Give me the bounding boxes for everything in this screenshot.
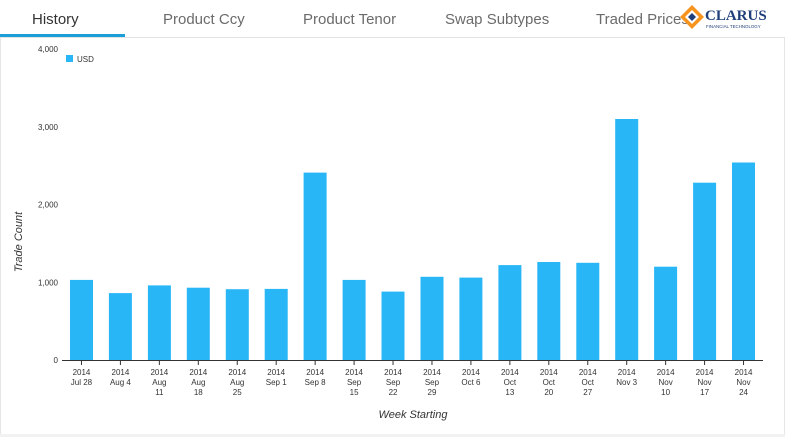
bar xyxy=(693,182,717,360)
x-axis: 2014 Jul 28 2014 Aug 4 2014 Aug 11 2014 Aug 18 201… xyxy=(62,360,763,397)
x-tick-label: 2014 Sep 1 xyxy=(266,368,287,387)
y-tick-label: 1,000 xyxy=(38,278,59,287)
x-tick-label: 2014 Oct 20 xyxy=(540,368,558,397)
tab-product-tenor[interactable]: Product Tenor xyxy=(303,11,397,28)
logo-tagline: FINANCIAL TECHNOLOGY xyxy=(706,24,761,29)
bar xyxy=(264,288,288,360)
bar xyxy=(147,285,171,360)
x-tick-label: 2014 Aug 25 xyxy=(228,368,246,397)
tab-traded-prices[interactable]: Traded Prices xyxy=(596,11,689,28)
x-tick-label: 2014 Nov 24 xyxy=(735,368,753,397)
active-tab-indicator xyxy=(0,34,125,37)
logo-diamond-icon xyxy=(680,5,704,29)
bar xyxy=(498,265,522,360)
bar xyxy=(576,262,600,360)
tab-bar: History Product Ccy Product Tenor Swap S… xyxy=(0,0,785,38)
bar xyxy=(186,287,210,360)
tab-product-ccy[interactable]: Product Ccy xyxy=(163,11,245,28)
x-tick-label: 2014 Nov 10 xyxy=(657,368,675,397)
x-tick-label: 2014 Aug 18 xyxy=(189,368,207,397)
bar xyxy=(459,277,483,360)
bottom-border xyxy=(0,434,785,437)
bar xyxy=(381,291,405,360)
y-axis: 0 1,000 2,000 3,000 4,000 xyxy=(38,45,59,365)
legend-label-usd: USD xyxy=(77,55,94,64)
x-tick-label: 2014 Sep 29 xyxy=(423,368,441,397)
bar xyxy=(225,289,249,360)
bar xyxy=(732,162,755,360)
x-tick-label: 2014 Jul 28 xyxy=(71,368,93,387)
y-tick-label: 4,000 xyxy=(38,45,59,54)
bar xyxy=(108,293,132,360)
y-tick-label: 2,000 xyxy=(38,201,59,210)
x-tick-label: 2014 Sep 22 xyxy=(384,368,402,397)
bar xyxy=(342,279,366,360)
logo-wordmark: CLARUS xyxy=(705,8,767,24)
bar xyxy=(537,262,561,360)
x-tick-label: 2014 Oct 27 xyxy=(579,368,597,397)
tab-swap-subtypes[interactable]: Swap Subtypes xyxy=(445,11,550,28)
x-tick-label: 2014 Oct 6 xyxy=(461,368,481,387)
tab-bar-divider xyxy=(0,37,785,38)
x-tick-label: 2014 Aug 11 xyxy=(150,368,168,397)
legend: USD xyxy=(66,55,94,64)
bar xyxy=(303,172,327,360)
x-tick-label: 2014 Nov 3 xyxy=(616,368,637,387)
chart-panel xyxy=(0,38,785,435)
bar xyxy=(420,276,444,360)
tab-history[interactable]: History xyxy=(32,11,79,28)
x-tick-label: 2014 Sep 15 xyxy=(345,368,363,397)
bar-series-usd xyxy=(70,119,755,360)
trade-count-bar-chart: 0 1,000 2,000 3,000 4,000 2014 Jul 28 2014 Aug … xyxy=(13,45,763,421)
x-tick-label: 2014 Oct 13 xyxy=(501,368,519,397)
y-tick-label: 3,000 xyxy=(38,123,59,132)
x-axis-title: Week Starting xyxy=(379,409,449,421)
bar xyxy=(615,119,639,360)
bar xyxy=(70,279,93,360)
y-axis-title: Trade Count xyxy=(13,211,25,272)
x-tick-label: 2014 Nov 17 xyxy=(696,368,714,397)
y-tick-label: 0 xyxy=(54,356,59,365)
x-tick-label: 2014 Aug 4 xyxy=(110,368,131,387)
clarus-logo: CLARUS FINANCIAL TECHNOLOGY xyxy=(680,5,767,29)
x-tick-label: 2014 Sep 8 xyxy=(305,368,326,387)
bar xyxy=(654,266,678,360)
legend-swatch-usd xyxy=(66,55,73,62)
